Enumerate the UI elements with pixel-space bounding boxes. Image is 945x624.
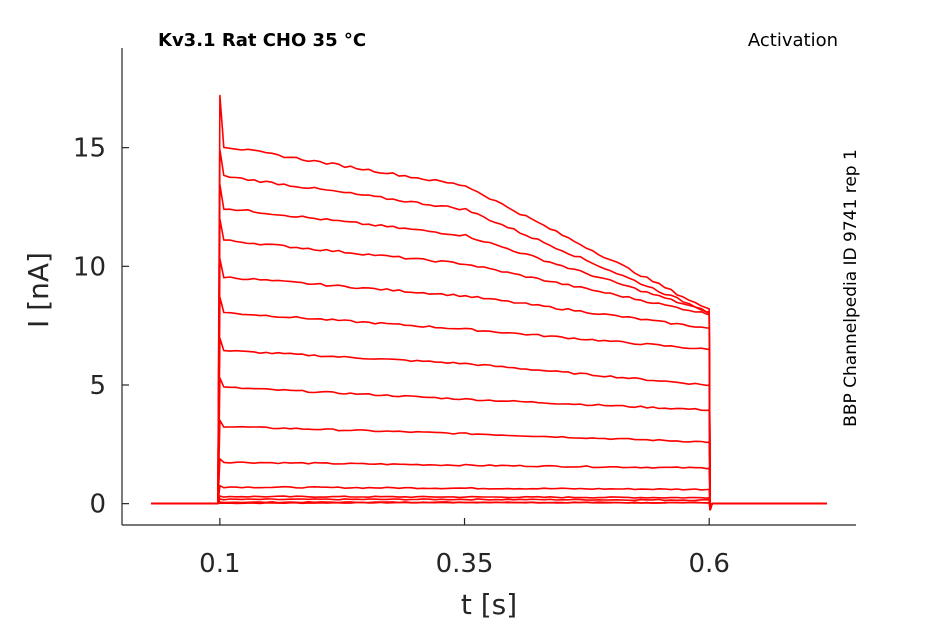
current-trace [151, 94, 827, 511]
x-tick-label: 0.35 [436, 549, 494, 579]
y-tick-label: 15 [73, 134, 106, 164]
current-trace [151, 149, 827, 511]
y-tick-label: 5 [89, 371, 106, 401]
current-trace [151, 296, 827, 511]
x-tick-label: 0.6 [689, 549, 730, 579]
current-trace [151, 495, 827, 511]
chart-subtitle: Activation [748, 30, 838, 51]
current-trace [151, 419, 827, 511]
x-axis-title: t [s] [461, 588, 517, 621]
y-axis-title: I [nA] [22, 252, 55, 328]
current-trace [151, 337, 827, 511]
current-trace [151, 484, 827, 511]
current-trace [151, 258, 827, 511]
x-ticks: 0.1 0.35 0.6 [199, 518, 730, 579]
x-tick-label: 0.1 [199, 549, 240, 579]
y-tick-label: 10 [73, 252, 106, 282]
current-trace [151, 458, 827, 511]
y-ticks: 0 5 10 15 [73, 134, 129, 520]
current-trace [151, 183, 827, 511]
current-trace [151, 501, 827, 511]
side-label: BBP Channelpedia ID 9741 rep 1 [841, 149, 861, 427]
chart-title: Kv3.1 Rat CHO 35 °C [158, 30, 366, 51]
current-trace [151, 377, 827, 511]
current-trace [151, 218, 827, 511]
current-trace [151, 498, 827, 511]
plot-lines [151, 94, 827, 511]
y-tick-label: 0 [89, 490, 106, 520]
